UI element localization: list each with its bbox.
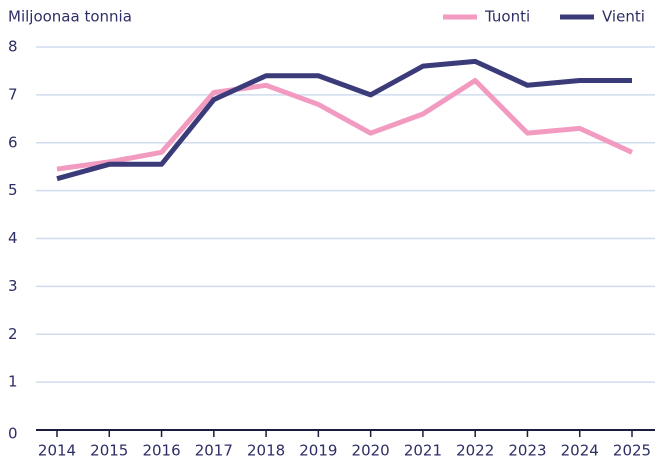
y-tick-label: 6 bbox=[8, 133, 18, 151]
y-tick-label: 5 bbox=[8, 181, 18, 199]
x-tick-label: 2024 bbox=[561, 442, 599, 458]
x-tick-label: 2022 bbox=[456, 442, 494, 458]
legend-label: Tuonti bbox=[484, 8, 530, 26]
x-tick-label: 2015 bbox=[90, 442, 128, 458]
y-tick-label: 4 bbox=[8, 229, 18, 247]
x-tick-label: 2025 bbox=[613, 442, 651, 458]
legend-label: Vienti bbox=[602, 8, 645, 26]
x-tick-label: 2018 bbox=[247, 442, 285, 458]
y-tick-label: 2 bbox=[8, 325, 18, 343]
x-tick-label: 2019 bbox=[299, 442, 337, 458]
y-tick-label: 1 bbox=[8, 373, 18, 391]
x-tick-label: 2021 bbox=[404, 442, 442, 458]
x-tick-label: 2016 bbox=[142, 442, 180, 458]
x-tick-label: 2017 bbox=[195, 442, 233, 458]
y-tick-label: 8 bbox=[8, 38, 18, 56]
y-axis-label: Miljoonaa tonnia bbox=[8, 8, 132, 26]
x-tick-label: 2014 bbox=[38, 442, 76, 458]
x-tick-label: 2023 bbox=[508, 442, 546, 458]
line bbox=[56, 78, 634, 172]
y-tick-label: 0 bbox=[8, 425, 18, 443]
y-tick-label: 3 bbox=[8, 277, 18, 295]
x-tick-label: 2020 bbox=[352, 442, 390, 458]
line bbox=[56, 58, 632, 182]
y-tick-label: 7 bbox=[8, 85, 18, 103]
